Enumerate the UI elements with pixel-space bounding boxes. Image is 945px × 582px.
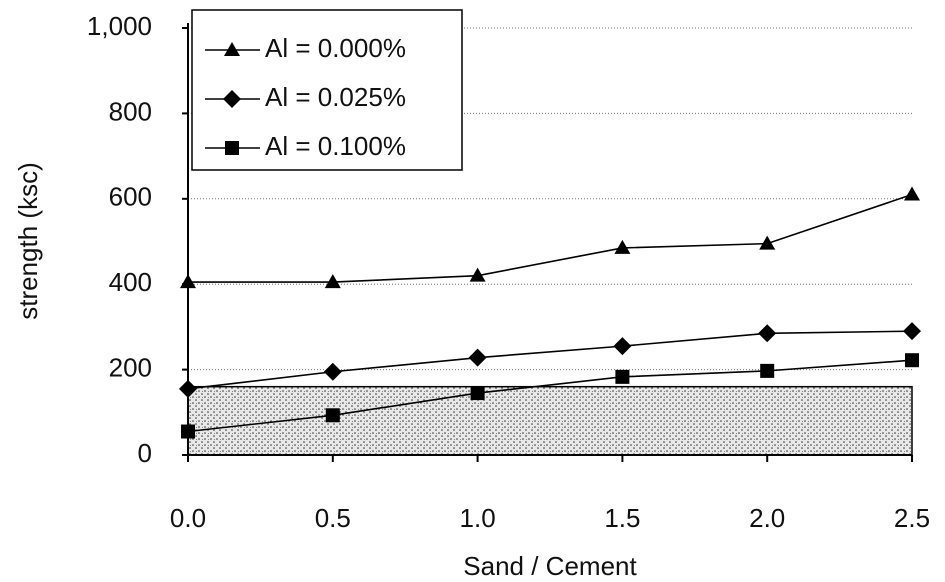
x-axis-label: Sand / Cement	[463, 551, 637, 581]
marker-triangle	[614, 239, 631, 254]
legend-label: Al = 0.000%	[265, 33, 406, 63]
x-tick-label: 1.0	[460, 503, 496, 533]
y-tick-label: 0	[138, 438, 152, 468]
marker-triangle	[759, 235, 776, 250]
x-tick-label: 1.5	[604, 503, 640, 533]
marker-diamond	[903, 322, 921, 341]
marker-triangle	[904, 186, 920, 201]
marker-diamond	[758, 324, 777, 343]
y-tick-label: 800	[109, 96, 152, 126]
series-line	[188, 193, 913, 283]
marker-square	[325, 408, 340, 423]
x-tick-label: 2.5	[894, 503, 930, 533]
marker-triangle	[324, 274, 341, 289]
marker-triangle	[180, 274, 196, 289]
legend-label: Al = 0.025%	[265, 82, 406, 112]
y-axis-label: strength (ksc)	[13, 162, 43, 320]
legend-marker	[225, 141, 239, 155]
marker-diamond	[613, 337, 632, 356]
shaded-band	[187, 385, 913, 456]
legend-label: Al = 0.100%	[265, 131, 406, 161]
x-tick-label: 0.5	[315, 503, 351, 533]
marker-square	[760, 363, 775, 378]
marker-square	[181, 424, 195, 439]
marker-triangle	[469, 267, 486, 282]
marker-diamond	[179, 379, 197, 398]
marker-square	[470, 386, 485, 401]
marker-square	[615, 369, 630, 384]
series-line	[187, 359, 913, 433]
legend-marker	[223, 90, 241, 108]
marker-diamond	[323, 362, 342, 381]
y-tick-label: 200	[109, 352, 152, 382]
y-tick-label: 400	[109, 267, 152, 297]
series-line	[187, 330, 913, 390]
marker-square	[905, 353, 919, 368]
y-tick-label: 1,000	[87, 11, 152, 41]
x-tick-label: 2.0	[749, 503, 785, 533]
x-tick-label: 0.0	[170, 503, 206, 533]
legend-marker	[224, 42, 240, 56]
y-tick-label: 600	[109, 182, 152, 212]
marker-diamond	[468, 348, 487, 367]
